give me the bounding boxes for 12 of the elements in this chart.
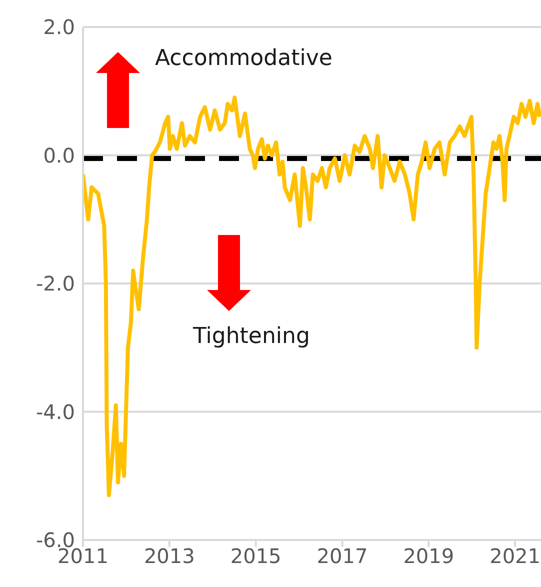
y-tick-label: 0.0	[43, 143, 75, 168]
y-tick-label: -4.0	[36, 400, 75, 424]
x-tick-label: 2021	[490, 544, 541, 568]
x-tick-label: 2019	[403, 544, 454, 568]
x-tick-label: 2013	[144, 544, 195, 568]
y-tick-label: -2.0	[36, 272, 75, 296]
x-tick-label: 2017	[316, 544, 368, 568]
x-tick-label: 2015	[230, 544, 282, 568]
annotation: Tightening	[193, 324, 310, 349]
y-tick-label: 2.0	[43, 15, 75, 40]
annotation: Accommodative	[155, 46, 332, 71]
line-series	[83, 96, 541, 498]
